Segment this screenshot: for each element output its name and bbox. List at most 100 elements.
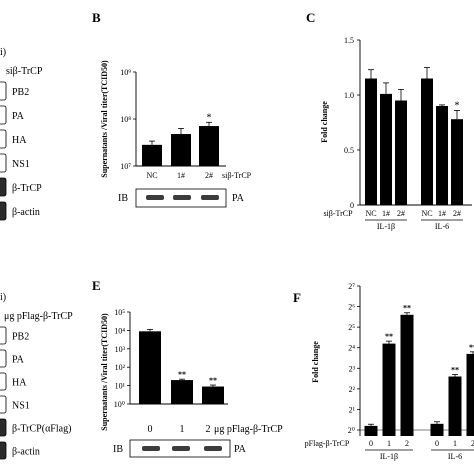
significance-mark: ** [451,365,459,374]
blot-strip [0,153,7,173]
x-tick-label: 1# [438,209,446,218]
blot-label: PB2 [12,87,29,98]
y-tick-label: 0 [350,201,354,210]
panel-d-blots: PB2 PA HA NS1 β-TrCP(αFlag) β-actin [0,326,71,460]
significance-mark: ** [209,376,217,385]
group-label: IL-1β [377,222,395,231]
y-tick-label: 2⁵ [348,323,355,332]
panel-d-header: μg pFlag-β-TrCP [4,311,73,322]
panel-d: i) μg pFlag-β-TrCP PB2 PA HA NS1 β-TrCP(αFla… [0,292,73,460]
blot-strip [0,395,7,414]
panel-b-ib-target: PA [232,193,245,204]
ib-band [173,195,191,200]
y-tick-label: 2³ [349,364,356,373]
panel-b-chart: 10⁷ 10⁸ 10⁹ Supernatants /Viral titer(TCID5… [100,60,252,180]
panel-b: B 10⁷ 10⁸ 10⁹ Supernatants /Viral titer(TCI… [92,10,252,208]
x-tick-label: 1 [180,424,185,435]
x-tick-label: 2 [405,439,409,448]
group-label: IL-1β [380,452,398,461]
blot-label: HA [12,378,27,389]
panel-e-ib-bands [142,446,222,451]
bar [436,106,448,205]
blot-strip [0,129,7,149]
x-tick-label: 2 [471,439,474,448]
bar [466,353,474,436]
x-tick-label: 1 [453,439,457,448]
y-tick-label: 2⁷ [348,282,355,291]
y-tick-label: 2⁶ [348,303,355,312]
x-tick-label: 1# [177,171,185,180]
x-tick-label: 2# [397,209,405,218]
y-tick-label: 10⁷ [120,162,131,171]
x-tick-label: NC [365,209,376,218]
panel-c-letter: C [306,10,315,25]
y-axis-label: Supernatants /Viral titer(TCID50) [100,313,109,431]
bar [142,144,162,166]
bar [400,314,414,436]
bar [202,386,224,404]
panel-e-letter: E [92,278,101,293]
bar [380,93,392,205]
blot-label: PA [12,355,25,366]
y-tick-label: 10⁹ [120,68,131,77]
ib-band [201,195,219,200]
blot-strip [0,326,7,345]
y-tick-label: 2² [349,385,356,394]
y-tick-label: 2¹ [349,405,356,414]
x-tick-label: 0 [148,424,153,435]
bar [365,78,377,205]
panel-f-chart: 2⁰ 2¹ 2² 2³ 2⁴ 2⁵ 2⁶ 2⁷ Fold change 0 ** 1 ** 2 IL-1β 0… [305,282,474,461]
y-axis-label: Fold change [320,101,329,143]
group-label: IL-6 [435,222,449,231]
x-tick-label: 1 [387,439,391,448]
panel-f: F 2⁰ 2¹ 2² 2³ 2⁴ 2⁵ 2⁶ 2⁷ Fold change 0 ** 1 ** 2 IL-1… [293,282,474,461]
panel-b-ib-label: IB [118,193,128,204]
bar [430,423,444,436]
panel-b-ib-bands [146,195,219,200]
y-tick-label: 10⁰ [114,400,125,409]
panel-d-cut-label: i) [0,292,6,303]
bar [199,126,219,166]
blot-strip [0,105,7,125]
bar [139,331,161,404]
panel-e-ib-target: PA [234,444,247,455]
panel-f-letter: F [293,290,301,305]
blot-label: β-TrCP(αFlag) [12,424,71,435]
y-tick-label: 2⁰ [348,426,355,435]
significance-mark: ** [469,343,474,352]
panel-a-sirna-label: siβ-TrCP [6,66,43,77]
blot-label: NS1 [12,159,30,170]
bar [451,119,463,205]
blot-strip [0,349,7,368]
ib-band [172,446,190,451]
bar [171,134,191,166]
bar [171,380,193,404]
blot-label: NS1 [12,401,30,412]
y-tick-label: 10⁸ [120,115,131,124]
blot-label: PA [12,111,25,122]
ib-band [204,446,222,451]
x-tick-label: 2# [453,209,461,218]
y-axis-label: Fold change [311,341,320,383]
x-category-suffix: siβ-TrCP [222,171,252,180]
x-tick-label: NC [146,171,157,180]
y-tick-label: 10² [115,363,126,372]
significance-mark: ** [403,304,411,313]
x-tick-label: 1# [382,209,390,218]
significance-mark: ** [178,370,186,379]
blot-label: β-actin [12,207,40,218]
x-tick-label: 2# [205,171,213,180]
y-axis-label: Supernatants /Viral titer(TCID50) [100,60,109,178]
panel-a-cut-label: i) [0,47,6,58]
x-category-suffix: μg pFlag-β-TrCP [214,424,283,435]
x-tick-label: 0 [369,439,373,448]
blot-strip [0,201,7,221]
y-tick-label: 2⁴ [348,344,355,353]
bar [421,78,433,205]
panel-e-ib-label: IB [113,444,123,455]
blot-label: HA [12,135,27,146]
significance-mark: ** [385,332,393,341]
y-tick-label: 0.5 [344,146,354,155]
